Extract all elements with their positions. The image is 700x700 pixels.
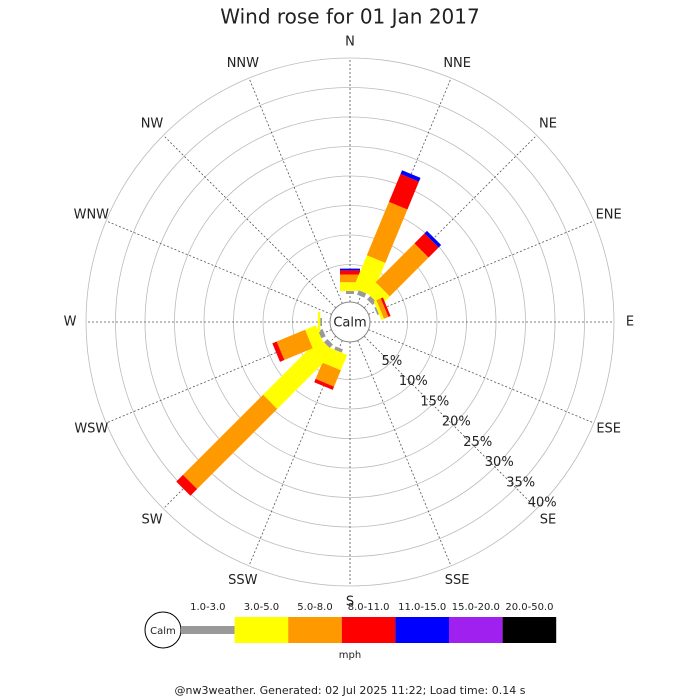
bar-segment: [305, 325, 324, 349]
direction-label: SSE: [445, 573, 470, 588]
direction-label: SE: [540, 512, 556, 527]
grid-ring: [174, 146, 526, 498]
bar-segment: [272, 341, 285, 362]
spoke: [357, 340, 452, 567]
grid-ring: [115, 87, 585, 557]
bar-segment: [334, 346, 343, 353]
bar-segment: [380, 297, 391, 317]
spoke: [368, 329, 595, 424]
grid-ring: [85, 57, 615, 587]
spoke: [105, 220, 332, 315]
legend-swatch: [181, 626, 235, 634]
r-tick-label: 30%: [485, 455, 514, 470]
direction-label: ENE: [596, 207, 622, 222]
legend-label: 15.0-20.0: [452, 602, 500, 613]
bar-segment: [366, 296, 376, 306]
legend-swatch: [288, 617, 342, 643]
bar-segment: [353, 255, 386, 296]
bar-segment: [340, 274, 360, 283]
legend-swatch: [502, 617, 557, 643]
legend-swatch: [234, 617, 289, 643]
legend-label: 20.0-50.0: [505, 602, 553, 613]
direction-label: E: [626, 315, 634, 330]
r-tick-label: 40%: [528, 495, 557, 510]
bar-segment: [324, 338, 334, 348]
spoke: [163, 135, 337, 309]
direction-label: NE: [539, 117, 557, 132]
bar-segment: [375, 243, 429, 297]
bar-segment: [317, 312, 321, 332]
bar-segment: [414, 233, 439, 258]
bar-segment: [357, 290, 367, 298]
grid-ring: [262, 234, 438, 410]
bar-segment: [263, 338, 334, 409]
legend-swatch: [395, 617, 449, 643]
r-tick-label: 20%: [442, 415, 471, 430]
r-tick-label: 10%: [399, 374, 428, 389]
bar-segment: [424, 230, 442, 248]
bar-segment: [374, 306, 380, 315]
legend-label: 11.0-15.0: [398, 602, 446, 613]
direction-label: NNW: [227, 56, 259, 71]
direction-label: W: [64, 315, 77, 330]
spoke: [248, 77, 343, 304]
legend-calm-label: Calm: [150, 626, 176, 637]
bar-segment: [366, 201, 408, 263]
bar-segment: [320, 318, 322, 326]
bar-segment: [340, 270, 360, 275]
direction-label: SW: [141, 512, 162, 527]
r-tick-label: 15%: [420, 394, 449, 409]
direction-label: SSW: [228, 573, 258, 588]
direction-label: NW: [141, 117, 164, 132]
bar-segment: [314, 378, 335, 390]
direction-label: N: [345, 35, 355, 50]
direction-label: NNE: [443, 56, 471, 71]
legend-label: 5.0-8.0: [297, 602, 332, 613]
bar-segment: [182, 394, 278, 490]
spoke: [363, 335, 537, 509]
calm-circle: [329, 301, 371, 343]
direction-label: WNW: [74, 207, 110, 222]
legend-label: 1.0-3.0: [190, 602, 225, 613]
bar-segment: [346, 291, 354, 294]
spoke: [368, 220, 595, 315]
r-tick-label: 5%: [382, 354, 403, 369]
bar-segment: [176, 474, 198, 496]
bar-segment: [340, 268, 360, 271]
bar-segment: [373, 300, 385, 320]
legend-swatch: [449, 617, 503, 643]
bar-segment: [315, 362, 341, 387]
bar-segment: [276, 329, 313, 361]
bar-segment: [376, 298, 389, 319]
chart-title: Wind rose for 01 Jan 2017: [220, 5, 479, 29]
direction-label: ESE: [596, 422, 621, 437]
r-tick-label: 25%: [463, 435, 492, 450]
legend-swatch: [341, 617, 396, 643]
bar-segment: [388, 174, 419, 210]
legend-label: 3.0-5.0: [244, 602, 279, 613]
direction-label: S: [346, 595, 354, 610]
legend-label: 8.0-11.0: [348, 602, 390, 613]
legend-unit: mph: [339, 650, 361, 661]
footer: @nw3weather. Generated: 02 Jul 2025 11:2…: [175, 684, 526, 697]
calm-label: Calm: [333, 316, 366, 331]
bar-segment: [400, 170, 421, 182]
r-tick-label: 35%: [506, 475, 535, 490]
direction-label: WSW: [74, 422, 108, 437]
